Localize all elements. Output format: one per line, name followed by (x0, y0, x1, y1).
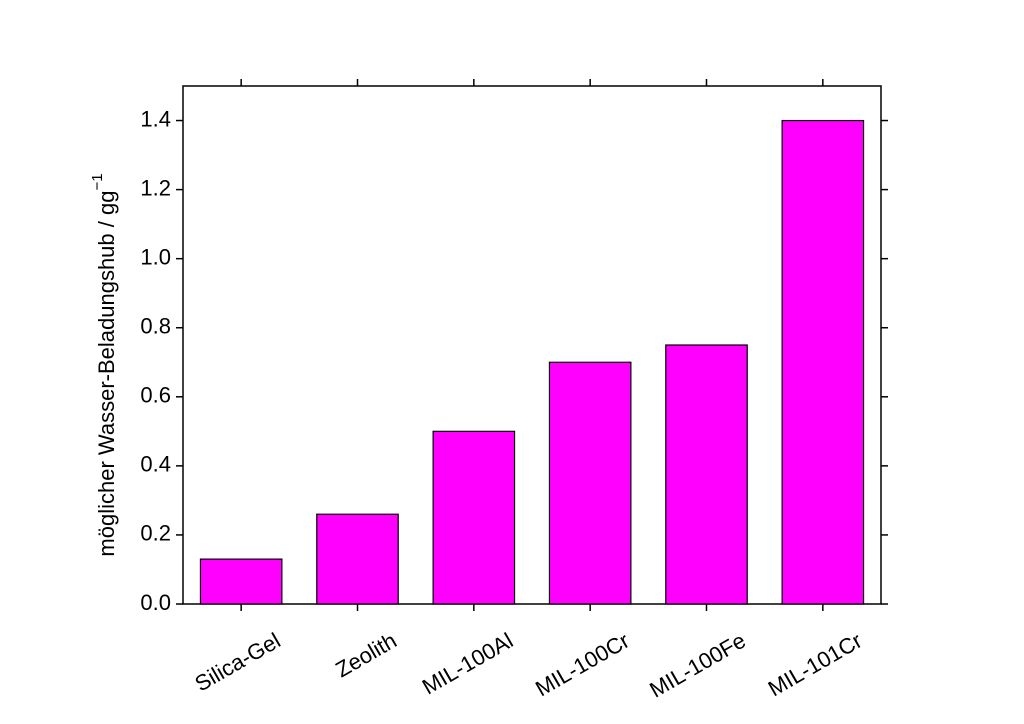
y-tick-label: 1.0 (140, 244, 171, 269)
y-tick-label: 0.6 (140, 383, 171, 408)
x-tick-label: MIL-100Cr (531, 628, 633, 702)
bar (316, 513, 399, 605)
y-tick-label: 0.8 (140, 314, 171, 339)
y-axis-label: möglicher Wasser-Beladungshub / gg−1 (89, 173, 119, 556)
bar (548, 361, 632, 605)
bar (432, 430, 516, 605)
x-tick-label: MIL-101Cr (764, 628, 866, 702)
y-axis-label-superscript: −1 (89, 173, 106, 190)
x-tick-label: MIL-100Al (418, 628, 517, 700)
x-tick-label: Zeolith (331, 628, 401, 683)
y-tick-label: 1.4 (140, 106, 171, 131)
bar (781, 119, 865, 605)
x-tick-label: MIL-100Fe (645, 628, 750, 703)
y-tick-label: 0.0 (140, 590, 171, 615)
x-tick-label: Silica-Gel (191, 628, 285, 697)
y-tick-label: 0.4 (140, 452, 171, 477)
bar (199, 558, 283, 605)
bar (665, 344, 748, 605)
y-tick-label: 0.2 (140, 521, 171, 546)
plot-frame (182, 85, 882, 605)
y-tick-label: 1.2 (140, 175, 171, 200)
y-axis-label-main: möglicher Wasser-Beladungshub / gg (94, 191, 119, 557)
